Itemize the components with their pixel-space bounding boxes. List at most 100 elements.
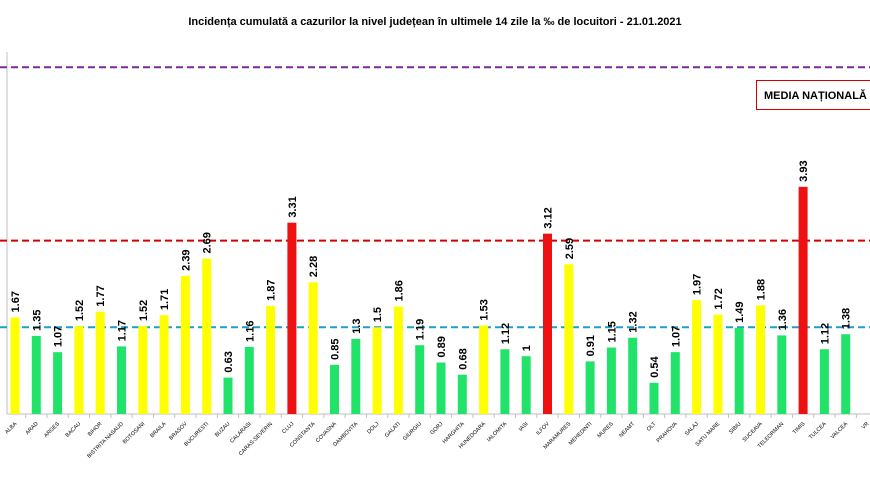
bar-alba	[10, 317, 20, 414]
data-label: 1.49	[734, 301, 746, 322]
data-label: 1.38	[841, 308, 853, 329]
bar-botosani	[138, 326, 148, 414]
x-tick-label: VR	[861, 421, 870, 431]
x-tick-label: ARGES	[43, 421, 61, 439]
bar-timis	[798, 186, 808, 414]
data-label: 1.36	[777, 309, 789, 330]
bar-bacau	[74, 326, 84, 414]
bar-prahova	[670, 352, 680, 414]
bar-neamt	[628, 337, 638, 414]
data-label: 2.39	[180, 249, 192, 270]
bar-arges	[53, 352, 63, 414]
x-tick-label: ILFOV	[535, 421, 551, 437]
bar-cluj	[287, 222, 297, 414]
data-label: 1.3	[351, 319, 363, 334]
data-label: 1.53	[479, 299, 491, 320]
x-tick-label: VALCEA	[830, 421, 850, 441]
x-tick-label: DOLJ	[366, 421, 380, 435]
bar-sibiu	[734, 327, 744, 414]
data-label: 1.72	[713, 288, 725, 309]
data-label: 2.69	[202, 232, 214, 253]
data-label: 0.68	[457, 348, 469, 369]
x-tick-label: BOTOSANI	[122, 421, 147, 446]
data-label: 3.31	[287, 196, 299, 217]
x-tick-label: TULCEA	[808, 421, 828, 441]
data-label: 0.91	[585, 335, 597, 356]
bar-valcea	[841, 334, 851, 414]
data-label: 1.88	[756, 279, 768, 300]
bar-bucuresti	[202, 258, 212, 414]
bar-suceava	[756, 305, 765, 414]
bar-constanta	[308, 282, 318, 414]
x-tick-label: GIURGIU	[402, 421, 423, 442]
bar-ilfov	[543, 233, 552, 414]
bar-iasi	[521, 356, 531, 414]
data-label: 1.12	[819, 323, 831, 344]
x-tick-label: MEHEDINTI	[568, 421, 594, 447]
bar-gorj	[436, 362, 446, 414]
bar-caras-severin	[266, 305, 276, 414]
data-label: 0.89	[436, 336, 448, 357]
x-tick-label: SIBIU	[728, 421, 742, 435]
legend-national-average: MEDIA NAȚIONALĂ	[756, 80, 870, 110]
x-tick-label: BIHOR	[87, 421, 104, 438]
x-tick-label: BUZAU	[214, 421, 231, 438]
data-label: 1.07	[53, 326, 65, 347]
x-tick-label: IASI	[518, 421, 530, 433]
bar-giurgiu	[415, 345, 425, 414]
data-label: 1.07	[670, 326, 682, 347]
bar-olt	[649, 382, 659, 414]
data-label: 1.71	[159, 289, 171, 310]
data-label: 1.17	[117, 320, 129, 341]
bar-dambovita	[351, 338, 361, 414]
bar-maramures	[564, 264, 574, 414]
bar-tulcea	[819, 349, 829, 414]
bar-teleorman	[777, 335, 787, 414]
bar-bistrita-nasaud	[117, 346, 126, 414]
bar-salaj	[692, 300, 702, 414]
bar-harghita	[457, 374, 467, 414]
x-tick-label: NEAMT	[618, 421, 636, 439]
x-tick-label: BISTRITA NASAUD	[86, 421, 125, 460]
bar-ialomita	[500, 349, 510, 414]
x-tick-label: BACAU	[65, 421, 83, 439]
x-tick-label: OLT	[646, 421, 658, 433]
data-label: 3.93	[798, 160, 810, 181]
x-tick-label: MURES	[597, 421, 616, 440]
data-label: 1.86	[393, 280, 405, 301]
x-tick-label: BRASOV	[168, 421, 189, 442]
bar-mures	[606, 347, 616, 414]
bar-galati	[393, 306, 403, 414]
data-label: 1	[521, 345, 533, 351]
data-label: 1.87	[266, 279, 278, 300]
bar-mehedinti	[585, 361, 595, 414]
data-label: 2.28	[308, 256, 320, 277]
data-label: 3.12	[543, 207, 555, 228]
x-tick-label: PRAHOVA	[656, 421, 679, 444]
x-tick-label: IALOMITA	[486, 421, 508, 443]
bar-brasov	[180, 275, 190, 414]
x-tick-label: BRAILA	[149, 421, 167, 439]
x-tick-label: GALATI	[384, 421, 402, 439]
data-label: 0.54	[649, 355, 661, 377]
bar-satu-mare	[713, 314, 723, 414]
data-label: 1.16	[244, 321, 256, 342]
x-tick-label: TIMIS	[792, 421, 807, 436]
x-tick-label: CLUJ	[281, 421, 295, 435]
bar-covasna	[330, 364, 339, 414]
data-label: 1.35	[31, 310, 43, 331]
x-tick-label: ALBA	[4, 421, 18, 435]
bar-arad	[31, 335, 41, 414]
bar-calarasi	[244, 346, 254, 414]
data-label: 0.63	[223, 351, 235, 372]
data-label: 1.15	[606, 321, 618, 342]
data-label: 1.52	[138, 300, 150, 321]
data-label: 1.67	[10, 291, 22, 312]
data-label: 1.52	[74, 300, 86, 321]
bar-buzau	[223, 377, 233, 414]
data-label: 1.5	[372, 307, 384, 322]
data-label: 1.32	[628, 311, 640, 332]
chart-title: Incidența cumulată a cazurilor la nivel …	[188, 16, 682, 28]
